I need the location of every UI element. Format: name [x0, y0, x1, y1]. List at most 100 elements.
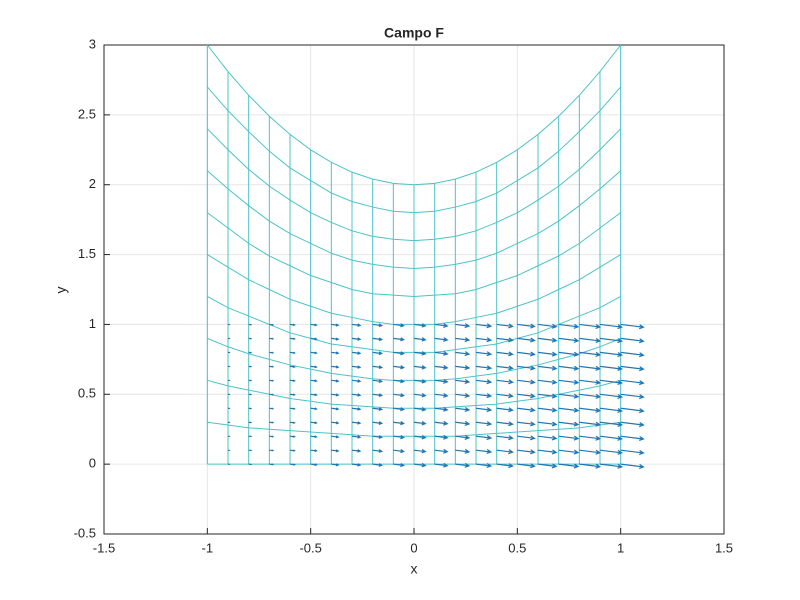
- quiver-arrow: [537, 449, 558, 455]
- quiver-arrow: [558, 351, 580, 357]
- quiver-arrow: [599, 463, 624, 469]
- quiver-arrow: [289, 435, 296, 438]
- y-tick-label: 0: [89, 456, 96, 471]
- quiver-arrow: [289, 407, 296, 410]
- quiver-arrow: [579, 379, 602, 385]
- quiver-arrow: [248, 323, 253, 326]
- quiver-arrow: [537, 379, 558, 385]
- quiver-arrow: [599, 407, 624, 413]
- quiver-arrow: [599, 365, 624, 372]
- quiver-arrow: [351, 365, 362, 369]
- quiver-arrow: [269, 449, 275, 452]
- quiver-arrow: [434, 434, 449, 440]
- quiver-arrow: [620, 449, 645, 456]
- quiver-arrow: [537, 365, 558, 371]
- quiver-arrow: [537, 407, 558, 413]
- quiver-arrow: [496, 393, 514, 399]
- quiver-arrow: [331, 365, 340, 369]
- quiver-arrow: [351, 351, 362, 355]
- quiver-arrow: [599, 393, 624, 400]
- quiver-arrow: [393, 407, 405, 412]
- quiver-arrow: [372, 449, 384, 453]
- quiver-arrow: [579, 449, 602, 455]
- quiver-arrow: [372, 393, 384, 397]
- quiver-arrow: [475, 337, 493, 343]
- quiver-arrow: [310, 463, 318, 467]
- quiver-arrow: [455, 420, 471, 426]
- quiver-arrow: [434, 462, 449, 468]
- quiver-arrow: [496, 421, 514, 427]
- quiver-arrow: [579, 421, 602, 427]
- quiver-arrow: [475, 393, 493, 399]
- quiver-arrow: [475, 449, 493, 455]
- quiver-arrow: [537, 337, 558, 343]
- quiver-arrow: [455, 462, 471, 468]
- quiver-arrow: [537, 323, 558, 329]
- quiver-arrow: [517, 323, 536, 329]
- quiver-arrow: [310, 407, 318, 411]
- x-tick-label: -1.5: [93, 540, 115, 555]
- quiver-arrow: [413, 448, 427, 454]
- quiver-arrow: [475, 462, 493, 469]
- quiver-arrow: [393, 365, 405, 370]
- quiver-arrow: [269, 351, 275, 354]
- quiver-arrow: [620, 351, 645, 358]
- quiver-arrow: [248, 435, 253, 438]
- x-tick-label: -1: [202, 540, 214, 555]
- quiver-arrow: [558, 337, 580, 343]
- quiver-arrow: [475, 351, 493, 357]
- quiver-arrow: [248, 351, 253, 354]
- quiver-arrow: [351, 449, 362, 453]
- quiver-arrow: [579, 365, 602, 371]
- quiver-arrow: [351, 463, 362, 467]
- quiver-arrow: [517, 449, 536, 455]
- quiver-arrow: [372, 407, 384, 411]
- quiver-arrow: [393, 449, 405, 454]
- quiver-arrow: [599, 435, 624, 441]
- quiver-arrow: [248, 337, 253, 340]
- quiver-arrow: [351, 337, 362, 341]
- x-tick-label: 0: [410, 540, 417, 555]
- quiver-arrow: [475, 379, 493, 385]
- quiver-arrow: [393, 351, 405, 356]
- quiver-arrow: [579, 337, 602, 343]
- quiver-arrow: [455, 448, 471, 454]
- quiver-arrow: [289, 393, 296, 396]
- quiver-arrow: [434, 365, 449, 370]
- quiver-arrow: [599, 421, 624, 427]
- quiver-arrow: [331, 337, 340, 341]
- quiver-arrow: [599, 449, 624, 455]
- x-axis-label: x: [411, 561, 418, 577]
- quiver-arrow: [413, 379, 427, 384]
- quiver-arrow: [558, 421, 580, 427]
- quiver-arrow: [434, 323, 449, 328]
- quiver-arrow: [455, 379, 471, 385]
- quiver-arrow: [248, 407, 253, 410]
- quiver-arrow: [310, 449, 318, 453]
- quiver-arrow: [517, 365, 536, 371]
- quiver-arrow: [351, 421, 362, 425]
- quiver-arrow: [455, 351, 471, 357]
- quiver-arrow: [248, 421, 253, 424]
- y-tick-label: -0.5: [74, 525, 96, 540]
- quiver-arrow: [558, 323, 580, 329]
- quiver-arrow: [455, 434, 471, 440]
- quiver-arrow: [289, 351, 296, 355]
- quiver-arrow: [413, 462, 427, 468]
- quiver-arrow: [434, 351, 449, 356]
- quiver-arrow: [558, 407, 580, 413]
- y-tick-label: 2.5: [78, 106, 96, 121]
- quiver-arrow: [310, 351, 318, 355]
- quiver-arrow: [351, 379, 362, 383]
- quiver-arrow: [434, 392, 449, 398]
- quiver-arrow: [248, 365, 253, 368]
- quiver-arrow: [413, 351, 427, 356]
- quiver-arrow: [579, 323, 602, 330]
- quiver-arrow: [331, 351, 340, 355]
- quiver-arrow: [455, 392, 471, 399]
- quiver-arrow: [455, 337, 471, 343]
- quiver-arrow: [248, 463, 253, 466]
- quiver-arrow: [310, 435, 318, 439]
- quiver-arrow: [434, 406, 449, 412]
- y-tick-label: 2: [89, 176, 96, 191]
